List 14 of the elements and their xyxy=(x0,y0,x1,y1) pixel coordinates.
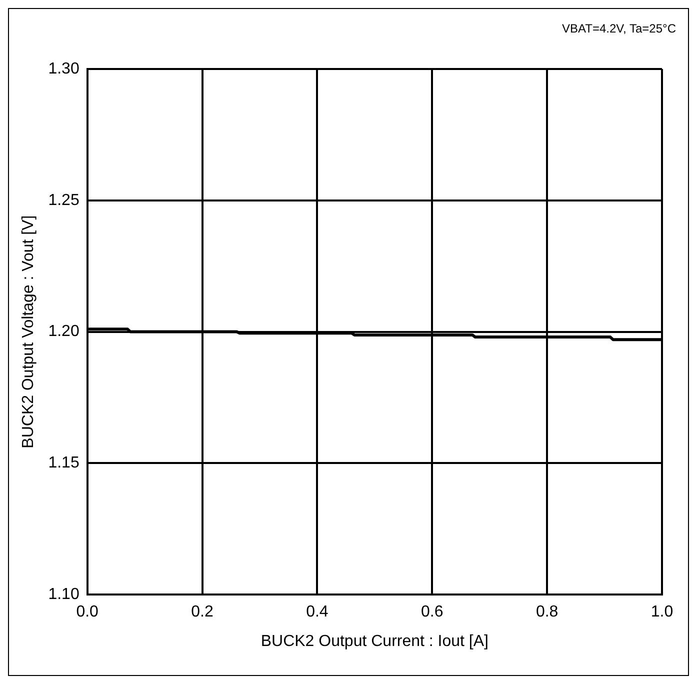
y-tick-label: 1.30 xyxy=(48,60,80,78)
x-axis-title: BUCK2 Output Current : Iout [A] xyxy=(260,632,488,650)
y-axis-title: BUCK2 Output Voltage : Vout [V] xyxy=(20,215,38,448)
x-tick-label: 0.2 xyxy=(191,604,214,621)
x-tick-label: 0.0 xyxy=(76,604,99,621)
text: VBAT=4.2V, Ta=25°C xyxy=(562,21,676,36)
x-tick-label: 1.0 xyxy=(650,604,674,621)
y-tick-label: 1.15 xyxy=(48,454,80,472)
y-tick-label: 1.10 xyxy=(48,586,80,604)
x-tick-label: 0.4 xyxy=(306,604,328,621)
y-tick-label: 1.20 xyxy=(48,323,80,340)
x-tick-label: 0.8 xyxy=(536,604,558,621)
y-tick-label: 1.25 xyxy=(48,192,80,209)
x-tick-label: 0.6 xyxy=(421,604,444,621)
